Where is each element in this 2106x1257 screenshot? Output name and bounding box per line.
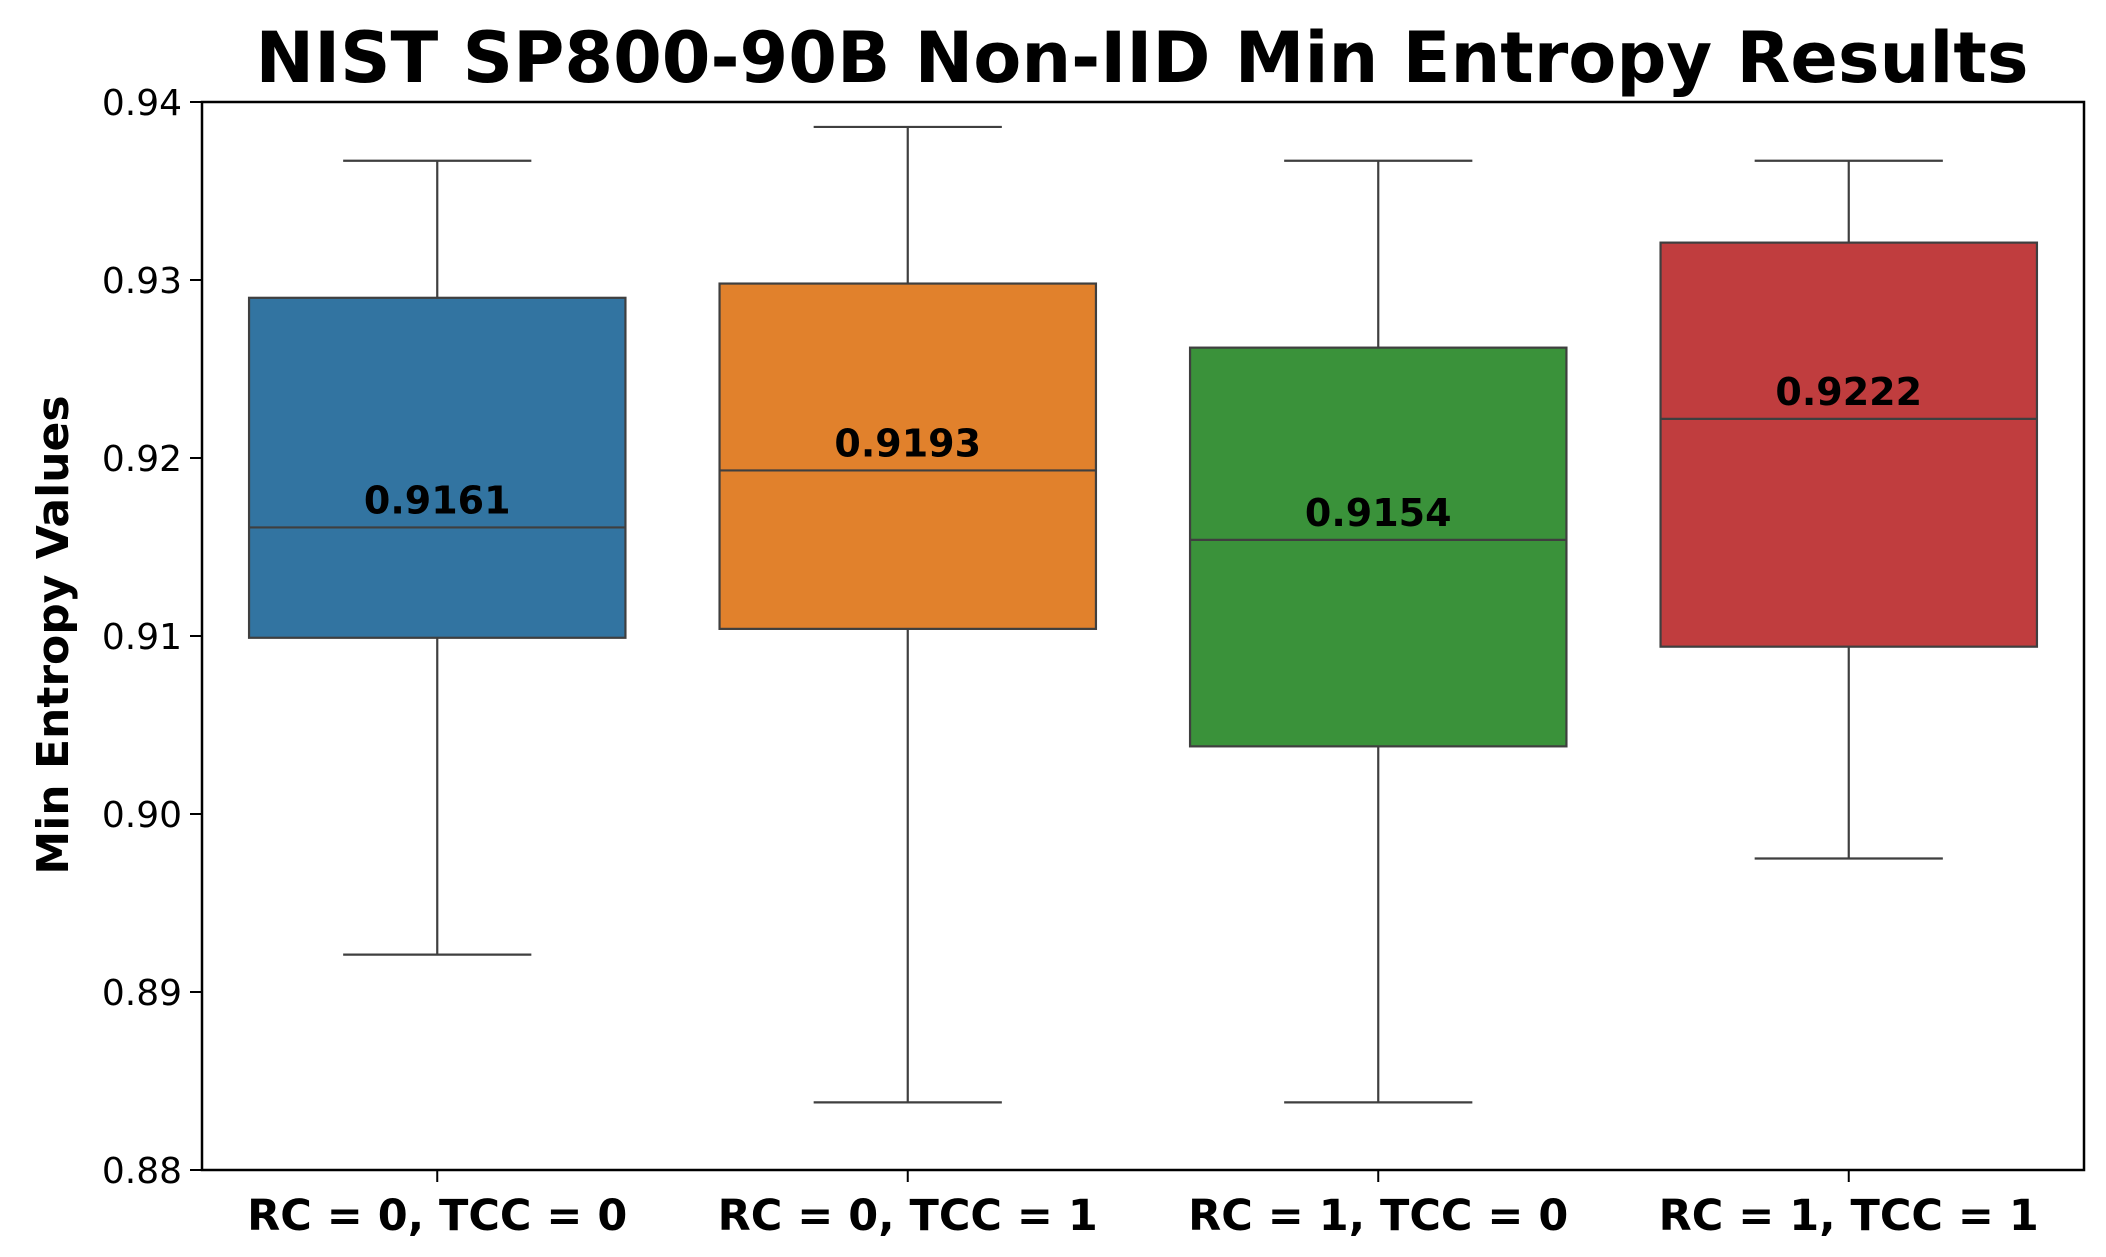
iqr-box	[1188, 346, 1568, 748]
x-tick-label: RC = 0, TCC = 1	[718, 1191, 1098, 1241]
x-tick-label: RC = 1, TCC = 0	[1188, 1191, 1568, 1241]
x-tick-label: RC = 0, TCC = 0	[247, 1191, 627, 1241]
y-tick-label: 0.90	[102, 795, 182, 836]
y-axis-label: Min Entropy Values	[28, 395, 79, 874]
y-tick-label: 0.93	[102, 261, 182, 302]
iqr-box	[247, 296, 627, 639]
median-label: 0.9193	[834, 421, 981, 465]
iqr-box	[718, 282, 1098, 630]
boxes-layer: 0.9161 0.9193 0.9154 0.9222	[247, 125, 2039, 1104]
plot-area-frame	[200, 100, 2086, 1172]
y-tick-label: 0.91	[102, 617, 182, 658]
median-label: 0.9161	[364, 478, 511, 522]
x-axis: RC = 0, TCC = 0 RC = 0, TCC = 1 RC = 1, TC…	[247, 1170, 2039, 1241]
median-label: 0.9222	[1775, 370, 1922, 414]
y-tick-label: 0.89	[102, 973, 182, 1014]
y-axis: 0.88 0.89 0.90 0.91 0.92 0.93 0.94	[102, 83, 202, 1192]
y-tick-label: 0.88	[102, 1151, 182, 1192]
y-tick-label: 0.92	[102, 439, 182, 480]
iqr-box	[1659, 241, 2039, 648]
box-2: 0.9193	[718, 125, 1098, 1104]
chart-title: NIST SP800-90B Non-IID Min Entropy Resul…	[255, 17, 2028, 99]
box-3: 0.9154	[1188, 159, 1568, 1104]
median-label: 0.9154	[1305, 491, 1452, 535]
x-tick-label: RC = 1, TCC = 1	[1659, 1191, 2039, 1241]
y-tick-label: 0.94	[102, 83, 182, 124]
box-4: 0.9222	[1659, 159, 2039, 860]
box-1: 0.9161	[247, 159, 627, 956]
